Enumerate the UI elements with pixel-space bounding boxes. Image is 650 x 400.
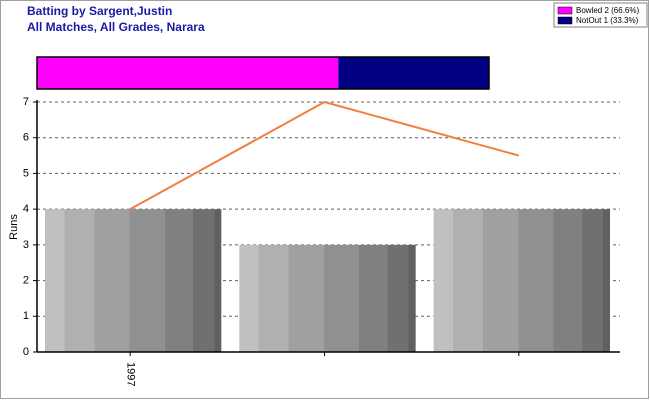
proportion-segment xyxy=(37,57,339,89)
legend-swatch xyxy=(557,16,573,25)
y-tick-label: 1 xyxy=(23,310,29,322)
legend-swatch xyxy=(557,6,573,15)
y-tick-label: 2 xyxy=(23,274,29,286)
y-tick-label: 3 xyxy=(23,239,29,251)
proportion-frame xyxy=(36,56,490,90)
y-tick-label: 7 xyxy=(23,96,29,108)
proportion-segment xyxy=(338,57,489,89)
line xyxy=(129,100,520,211)
bar xyxy=(239,244,416,352)
y-tick-label: 6 xyxy=(23,132,29,144)
y-tick-label: 0 xyxy=(23,346,29,358)
chart-title: Batting by Sargent,Justin xyxy=(27,4,172,18)
legend-label: Bowled 2 (66.6%) xyxy=(576,6,639,15)
legend-label: NotOut 1 (33.3%) xyxy=(576,16,639,25)
chart-subtitle: All Matches, All Grades, Narara xyxy=(27,20,205,34)
x-tick-label: 1997 xyxy=(124,362,136,386)
y-tick-label: 5 xyxy=(23,167,29,179)
y-axis-label: Runs xyxy=(8,214,20,240)
bar xyxy=(433,209,610,352)
y-tick-label: 4 xyxy=(23,203,29,215)
bar xyxy=(45,209,222,352)
